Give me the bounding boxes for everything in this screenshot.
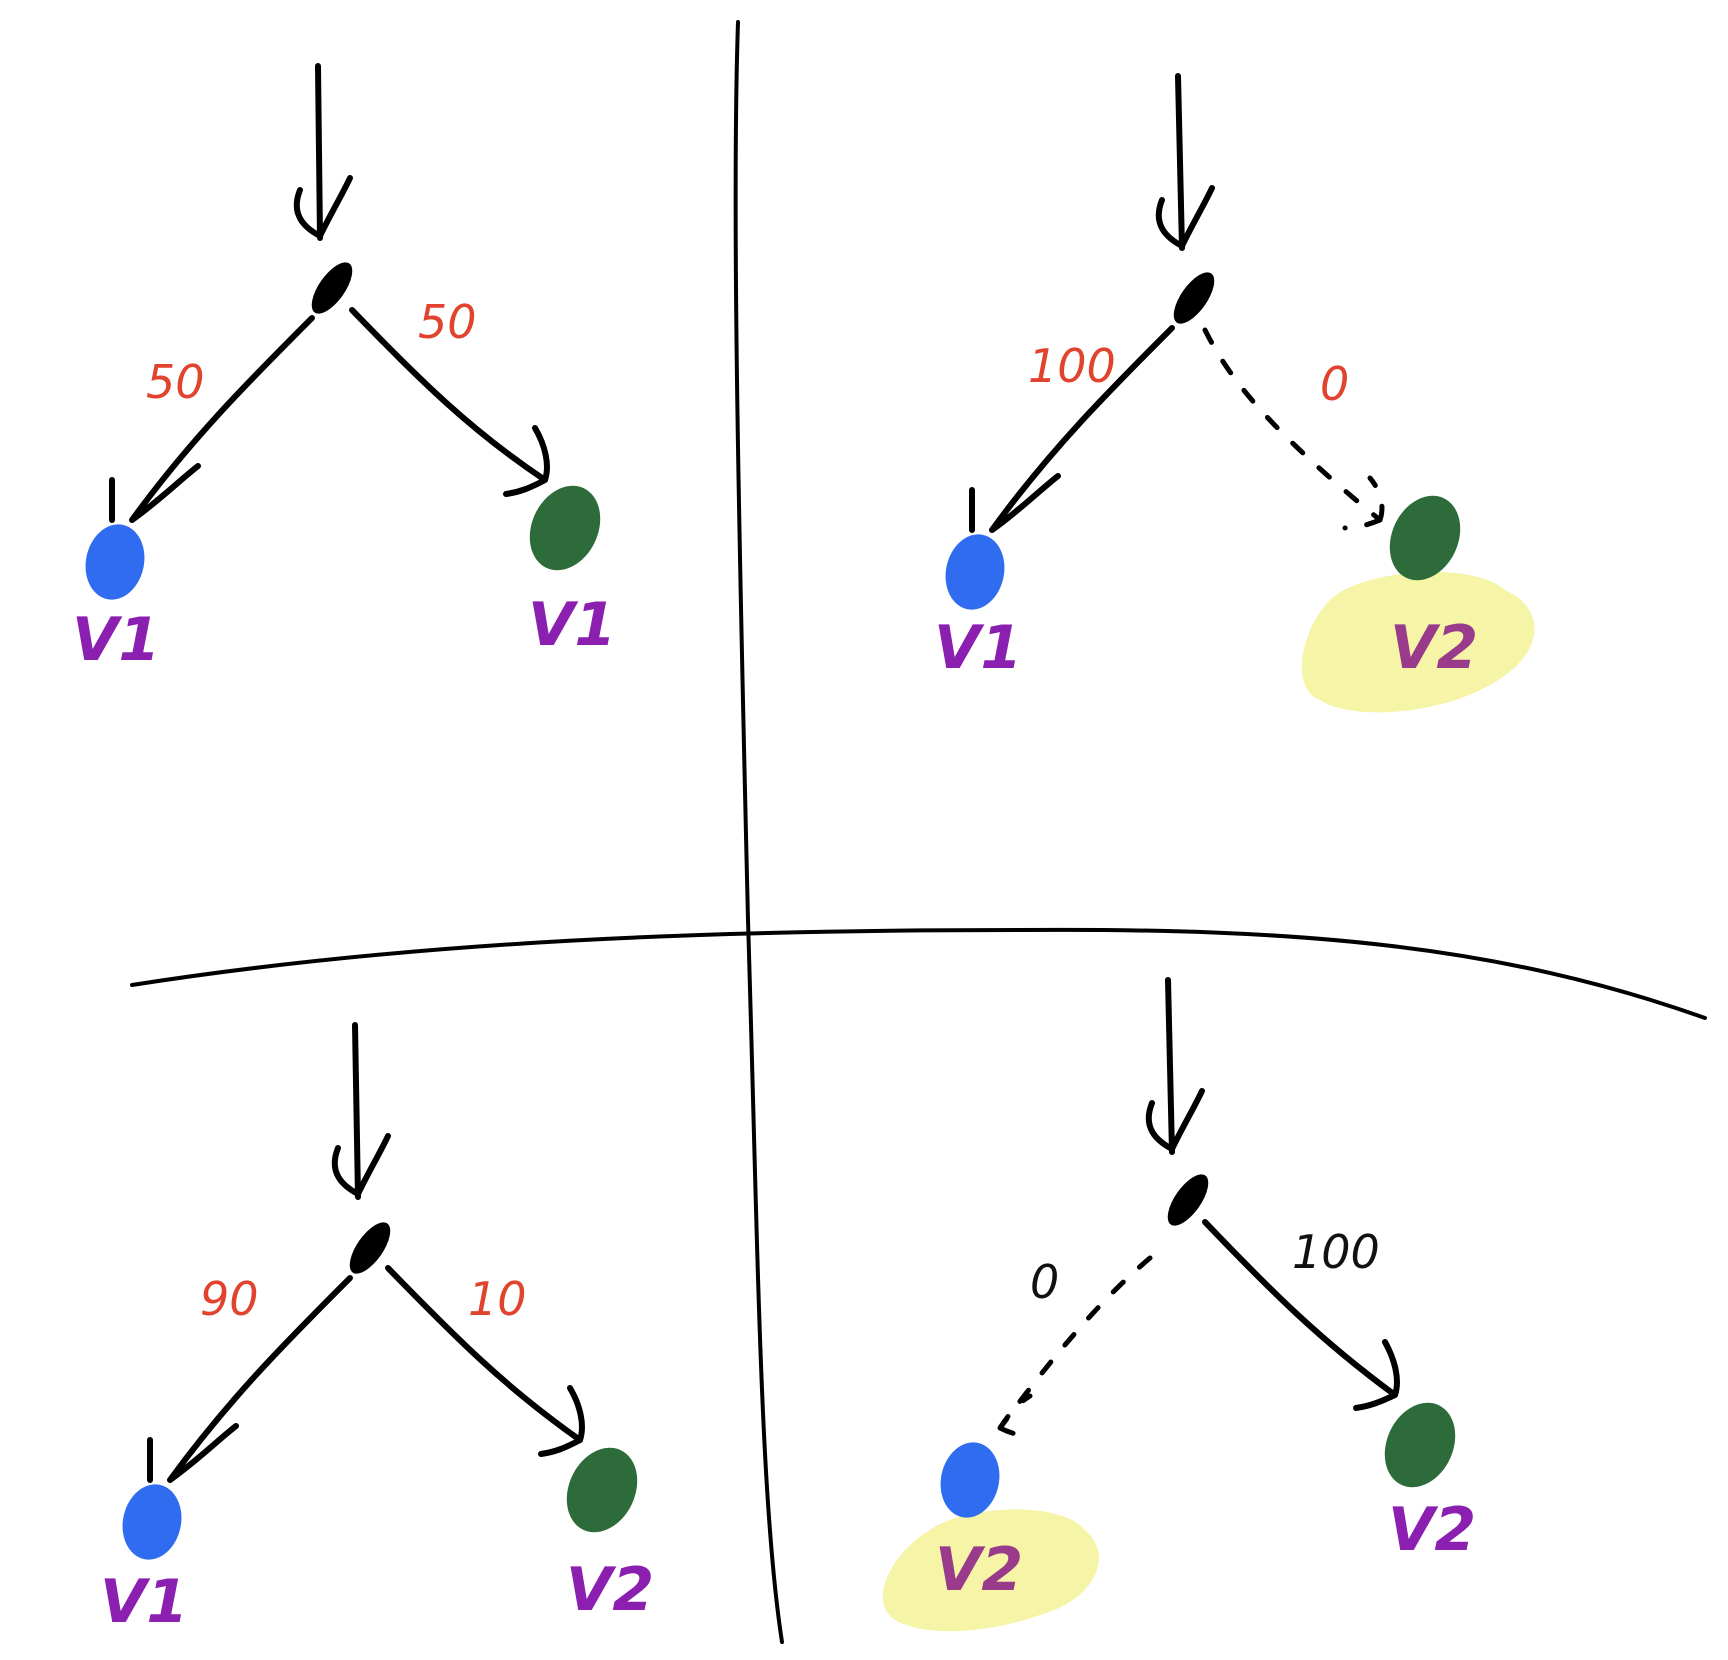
left-weight: 50 bbox=[146, 355, 205, 409]
router-node bbox=[1173, 272, 1215, 324]
incoming-arrow bbox=[331, 1022, 391, 1200]
right-weight: 10 bbox=[468, 1272, 527, 1326]
right-node-green bbox=[1384, 1402, 1456, 1488]
left-weight: 100 bbox=[1028, 339, 1116, 393]
panel-2: 100 0 V1 V2 bbox=[934, 73, 1535, 713]
highlight-blob bbox=[882, 1509, 1099, 1632]
right-version-label: V2 bbox=[566, 1555, 654, 1625]
right-version-label: V2 bbox=[1390, 613, 1478, 683]
left-weight: 90 bbox=[200, 1272, 259, 1326]
right-node-green bbox=[1389, 495, 1461, 581]
left-node-blue bbox=[85, 524, 145, 600]
right-edge bbox=[349, 307, 550, 497]
right-version-label: V1 bbox=[528, 590, 616, 660]
right-weight: 100 bbox=[1292, 1225, 1380, 1279]
incoming-arrow bbox=[293, 63, 353, 241]
left-edge bbox=[969, 325, 1175, 533]
panel-4: 0 100 V2 V2 bbox=[882, 977, 1476, 1632]
left-version-label: V1 bbox=[72, 605, 160, 675]
left-node-blue bbox=[945, 534, 1005, 610]
left-node-blue bbox=[940, 1442, 1000, 1518]
right-edge bbox=[385, 1265, 585, 1457]
router-node bbox=[1167, 1174, 1209, 1226]
vertical-divider bbox=[733, 20, 784, 1644]
right-edge-dashed bbox=[1202, 327, 1385, 531]
left-edge bbox=[109, 315, 315, 523]
incoming-arrow bbox=[1145, 977, 1205, 1155]
left-edge-dashed bbox=[997, 1255, 1153, 1439]
panel-3: 90 10 V1 V2 bbox=[100, 1022, 654, 1637]
left-node-blue bbox=[122, 1484, 182, 1560]
highlight-blob bbox=[1301, 571, 1535, 713]
right-node-green bbox=[529, 485, 601, 571]
right-edge bbox=[1202, 1219, 1400, 1411]
left-edge bbox=[147, 1275, 353, 1483]
left-version-label: V1 bbox=[934, 613, 1022, 683]
right-node-green bbox=[566, 1447, 638, 1533]
router-node bbox=[311, 262, 353, 314]
incoming-arrow bbox=[1155, 73, 1215, 251]
right-weight: 50 bbox=[418, 295, 477, 349]
panel-1: 50 50 V1 V1 bbox=[72, 63, 616, 675]
router-node bbox=[349, 1222, 391, 1274]
horizontal-divider bbox=[130, 927, 1707, 1020]
left-version-label: V2 bbox=[935, 1535, 1023, 1605]
right-version-label: V2 bbox=[1388, 1495, 1476, 1565]
left-version-label: V1 bbox=[100, 1567, 188, 1637]
left-weight: 0 bbox=[1030, 1255, 1059, 1309]
right-weight: 0 bbox=[1320, 357, 1349, 411]
